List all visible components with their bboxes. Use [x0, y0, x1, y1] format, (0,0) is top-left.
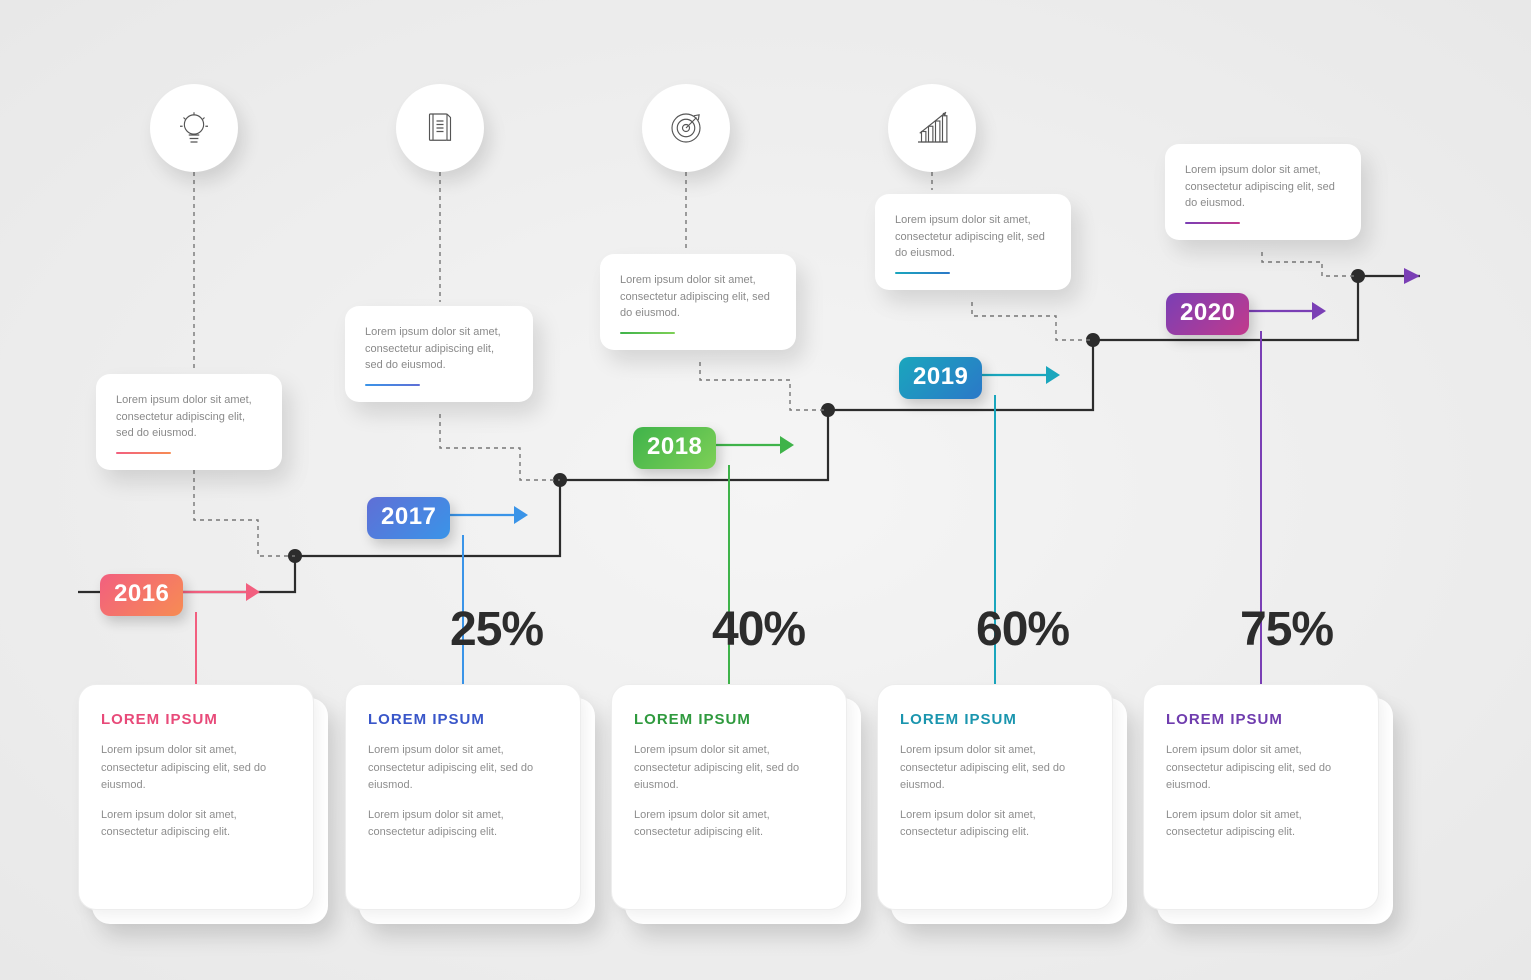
node-2017 — [553, 473, 567, 487]
card-title: LOREM IPSUM — [1166, 711, 1356, 728]
percent-2017: 25% — [450, 602, 543, 657]
card-title: LOREM IPSUM — [368, 711, 558, 728]
card-body-p1: Lorem ipsum dolor sit amet, consectetur … — [101, 742, 291, 795]
dash-callout-5 — [1262, 252, 1358, 276]
card-body-p2: Lorem ipsum dolor sit amet, consectetur … — [634, 807, 824, 842]
percent-2020: 75% — [1240, 602, 1333, 657]
card-body-p1: Lorem ipsum dolor sit amet, consectetur … — [368, 742, 558, 795]
year-badge-2017: 2017 — [367, 497, 450, 539]
infographic-stage: Lorem ipsum dolor sit amet, consectetur … — [0, 0, 1531, 980]
card-title: LOREM IPSUM — [101, 711, 291, 728]
callout-2016: Lorem ipsum dolor sit amet, consectetur … — [96, 374, 282, 470]
node-2020 — [1351, 269, 1365, 283]
card-2019: LOREM IPSUM Lorem ipsum dolor sit amet, … — [877, 684, 1113, 910]
vline-2016 — [195, 612, 197, 684]
year-label: 2017 — [381, 503, 436, 530]
percent-2018: 40% — [712, 602, 805, 657]
callout-2018: Lorem ipsum dolor sit amet, consectetur … — [600, 254, 796, 350]
card-front: LOREM IPSUM Lorem ipsum dolor sit amet, … — [78, 684, 314, 910]
card-title: LOREM IPSUM — [900, 711, 1090, 728]
card-title: LOREM IPSUM — [634, 711, 824, 728]
callout-text: Lorem ipsum dolor sit amet, consectetur … — [1185, 162, 1341, 212]
node-2016 — [288, 549, 302, 563]
year-label: 2016 — [114, 580, 169, 607]
target-icon — [642, 84, 730, 172]
arrow-head-2018 — [780, 436, 794, 454]
year-label: 2018 — [647, 433, 702, 460]
arrow-head-2020 — [1312, 302, 1326, 320]
year-badge-2018: 2018 — [633, 427, 716, 469]
card-2016: LOREM IPSUM Lorem ipsum dolor sit amet, … — [78, 684, 314, 910]
card-body: Lorem ipsum dolor sit amet, consectetur … — [101, 742, 291, 842]
card-body: Lorem ipsum dolor sit amet, consectetur … — [634, 742, 824, 842]
callout-text: Lorem ipsum dolor sit amet, consectetur … — [895, 212, 1051, 262]
node-2019 — [1086, 333, 1100, 347]
bar-chart-icon — [888, 84, 976, 172]
card-front: LOREM IPSUM Lorem ipsum dolor sit amet, … — [877, 684, 1113, 910]
card-2020: LOREM IPSUM Lorem ipsum dolor sit amet, … — [1143, 684, 1379, 910]
dash-callout-1 — [194, 470, 295, 556]
year-label: 2020 — [1180, 299, 1235, 326]
card-body-p1: Lorem ipsum dolor sit amet, consectetur … — [1166, 742, 1356, 795]
card-2018: LOREM IPSUM Lorem ipsum dolor sit amet, … — [611, 684, 847, 910]
card-front: LOREM IPSUM Lorem ipsum dolor sit amet, … — [611, 684, 847, 910]
dash-callout-2 — [440, 414, 560, 480]
arrow-head-2019 — [1046, 366, 1060, 384]
card-front: LOREM IPSUM Lorem ipsum dolor sit amet, … — [345, 684, 581, 910]
card-body: Lorem ipsum dolor sit amet, consectetur … — [1166, 742, 1356, 842]
dash-callout-3 — [700, 362, 828, 410]
card-body-p2: Lorem ipsum dolor sit amet, consectetur … — [900, 807, 1090, 842]
callout-underline — [1185, 222, 1240, 224]
lightbulb-icon — [150, 84, 238, 172]
card-front: LOREM IPSUM Lorem ipsum dolor sit amet, … — [1143, 684, 1379, 910]
callout-text: Lorem ipsum dolor sit amet, consectetur … — [116, 392, 262, 442]
callout-underline — [620, 332, 675, 334]
callout-2019: Lorem ipsum dolor sit amet, consectetur … — [875, 194, 1071, 290]
node-2018 — [821, 403, 835, 417]
callout-underline — [895, 272, 950, 274]
callout-2020: Lorem ipsum dolor sit amet, consectetur … — [1165, 144, 1361, 240]
card-body: Lorem ipsum dolor sit amet, consectetur … — [368, 742, 558, 842]
card-body-p2: Lorem ipsum dolor sit amet, consectetur … — [101, 807, 291, 842]
callout-2017: Lorem ipsum dolor sit amet, consectetur … — [345, 306, 533, 402]
percent-2019: 60% — [976, 602, 1069, 657]
card-body: Lorem ipsum dolor sit amet, consectetur … — [900, 742, 1090, 842]
callout-text: Lorem ipsum dolor sit amet, consectetur … — [620, 272, 776, 322]
year-badge-2016: 2016 — [100, 574, 183, 616]
year-label: 2019 — [913, 363, 968, 390]
card-2017: LOREM IPSUM Lorem ipsum dolor sit amet, … — [345, 684, 581, 910]
dash-callout-4 — [972, 302, 1093, 340]
card-body-p2: Lorem ipsum dolor sit amet, consectetur … — [368, 807, 558, 842]
card-body-p1: Lorem ipsum dolor sit amet, consectetur … — [634, 742, 824, 795]
arrow-head-2017 — [514, 506, 528, 524]
callout-text: Lorem ipsum dolor sit amet, consectetur … — [365, 324, 513, 374]
end-arrow — [1404, 268, 1420, 284]
year-badge-2019: 2019 — [899, 357, 982, 399]
document-icon — [396, 84, 484, 172]
callout-underline — [116, 452, 171, 454]
card-body-p1: Lorem ipsum dolor sit amet, consectetur … — [900, 742, 1090, 795]
card-body-p2: Lorem ipsum dolor sit amet, consectetur … — [1166, 807, 1356, 842]
year-badge-2020: 2020 — [1166, 293, 1249, 335]
arrow-head-2016 — [246, 583, 260, 601]
callout-underline — [365, 384, 420, 386]
